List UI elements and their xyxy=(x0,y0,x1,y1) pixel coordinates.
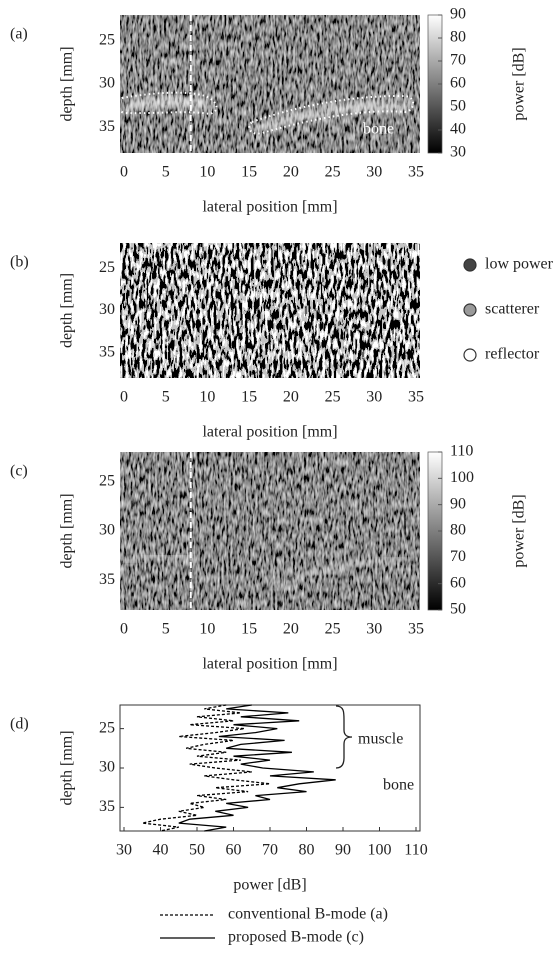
x-tick-label: 70 xyxy=(262,842,278,859)
colorbar-label: power [dB] xyxy=(511,47,528,120)
x-tick-label: 25 xyxy=(325,621,341,638)
x-tick-label: 15 xyxy=(241,164,257,181)
y-tick-label: 35 xyxy=(99,571,115,588)
image xyxy=(120,15,420,153)
data-line xyxy=(178,704,336,832)
x-tick-label: 25 xyxy=(325,164,341,181)
x-tick-label: 100 xyxy=(368,842,392,859)
x-tick-label: 30 xyxy=(366,164,382,181)
colorbar-tick-label: 100 xyxy=(450,469,474,486)
x-tick-label: 30 xyxy=(366,621,382,638)
panel-label: (b) xyxy=(10,254,29,271)
x-axis-label: power [dB] xyxy=(233,877,306,894)
x-tick-label: 5 xyxy=(162,164,170,181)
y-axis-label: depth [mm] xyxy=(59,273,76,348)
panel-label: (d) xyxy=(10,716,29,733)
x-axis-label: lateral position [mm] xyxy=(202,656,337,673)
y-tick-label: 30 xyxy=(99,301,115,318)
legend-label: conventional B-mode (a) xyxy=(228,906,388,923)
data-line xyxy=(142,704,271,832)
x-tick-label: 15 xyxy=(241,389,257,406)
legend-label: scatterer xyxy=(485,301,540,318)
y-tick-label: 25 xyxy=(99,472,115,489)
image xyxy=(120,452,420,610)
y-axis-label: depth [mm] xyxy=(59,730,76,805)
annotation: bone xyxy=(363,121,394,138)
x-tick-label: 35 xyxy=(408,621,424,638)
colorbar-tick-label: 80 xyxy=(450,29,466,46)
x-tick-label: 60 xyxy=(226,842,242,859)
y-tick-label: 30 xyxy=(99,522,115,539)
x-tick-label: 20 xyxy=(283,621,299,638)
x-tick-label: 35 xyxy=(408,389,424,406)
colorbar-label: power [dB] xyxy=(511,494,528,567)
y-axis-label: depth [mm] xyxy=(59,493,76,568)
y-tick-label: 25 xyxy=(99,719,115,736)
y-tick-label: 35 xyxy=(99,118,115,135)
colorbar-tick-label: 70 xyxy=(450,52,466,69)
legend-marker xyxy=(463,348,477,362)
legend-label: reflector xyxy=(485,346,540,363)
legend-marker xyxy=(463,258,477,272)
y-tick-label: 25 xyxy=(99,32,115,49)
x-tick-label: 20 xyxy=(283,164,299,181)
x-tick-label: 30 xyxy=(116,842,132,859)
y-tick-label: 30 xyxy=(99,75,115,92)
legend-label: proposed B-mode (c) xyxy=(228,929,364,946)
y-tick-label: 35 xyxy=(99,798,115,815)
annotation: muscle xyxy=(358,731,403,748)
x-tick-label: 10 xyxy=(199,621,215,638)
legend-label: low power xyxy=(485,256,554,273)
colorbar-tick-label: 60 xyxy=(450,75,466,92)
x-tick-label: 10 xyxy=(199,389,215,406)
x-tick-label: 10 xyxy=(199,164,215,181)
colorbar-tick-label: 70 xyxy=(450,548,466,565)
legend-marker xyxy=(463,303,477,317)
panel-label: (a) xyxy=(10,26,28,43)
x-tick-label: 0 xyxy=(120,389,128,406)
x-tick-label: 50 xyxy=(189,842,205,859)
colorbar-tick-label: 50 xyxy=(450,98,466,115)
y-tick-label: 30 xyxy=(99,759,115,776)
x-tick-label: 110 xyxy=(404,842,427,859)
x-tick-label: 20 xyxy=(283,389,299,406)
x-axis-label: lateral position [mm] xyxy=(202,424,337,441)
annotation: bone xyxy=(383,777,414,794)
colorbar-tick-label: 50 xyxy=(450,601,466,618)
colorbar-tick-label: 60 xyxy=(450,574,466,591)
y-tick-label: 35 xyxy=(99,343,115,360)
x-tick-label: 90 xyxy=(335,842,351,859)
colorbar-tick-label: 90 xyxy=(450,6,466,23)
colorbar-tick-label: 90 xyxy=(450,495,466,512)
x-tick-label: 5 xyxy=(162,389,170,406)
colorbar-tick-label: 110 xyxy=(450,443,473,460)
x-tick-label: 25 xyxy=(325,389,341,406)
x-tick-label: 0 xyxy=(120,164,128,181)
x-tick-label: 35 xyxy=(408,164,424,181)
x-tick-label: 15 xyxy=(241,621,257,638)
x-tick-label: 5 xyxy=(162,621,170,638)
y-tick-label: 25 xyxy=(99,259,115,276)
image xyxy=(120,243,420,378)
colorbar-tick-label: 30 xyxy=(450,144,466,161)
x-tick-label: 40 xyxy=(153,842,169,859)
x-axis-label: lateral position [mm] xyxy=(202,199,337,216)
decoration xyxy=(116,91,415,769)
y-axis-label: depth [mm] xyxy=(59,46,76,121)
x-tick-label: 80 xyxy=(299,842,315,859)
x-tick-label: 30 xyxy=(366,389,382,406)
colorbar-tick-label: 40 xyxy=(450,121,466,138)
panel-label: (c) xyxy=(10,463,28,480)
x-tick-label: 0 xyxy=(120,621,128,638)
colorbar-tick-label: 80 xyxy=(450,522,466,539)
